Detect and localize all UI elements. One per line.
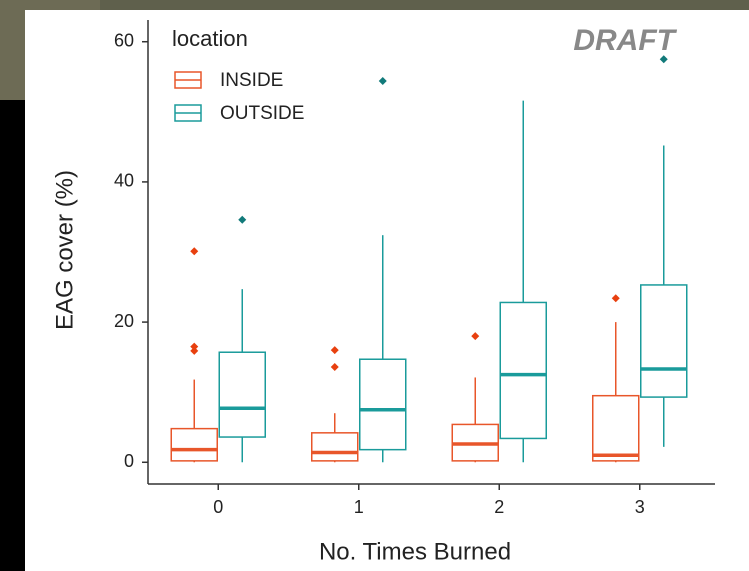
background-photo xyxy=(0,0,749,12)
y-tick-label: 40 xyxy=(114,171,134,191)
outlier xyxy=(238,215,247,224)
box xyxy=(170,427,218,462)
legend-title: location xyxy=(172,26,248,51)
outlier xyxy=(611,294,620,303)
outlier xyxy=(471,332,480,341)
box xyxy=(499,301,547,440)
outlier xyxy=(190,342,199,351)
box xyxy=(640,284,688,398)
x-tick-label: 2 xyxy=(494,497,504,517)
watermark: DRAFT xyxy=(573,24,677,57)
box xyxy=(311,432,359,462)
box xyxy=(359,358,407,451)
outlier xyxy=(330,362,339,371)
y-tick-label: 60 xyxy=(114,30,134,50)
outlier xyxy=(659,55,668,64)
legend-label: INSIDE xyxy=(220,70,283,91)
y-axis-title: EAG cover (%) xyxy=(51,170,78,330)
outlier xyxy=(190,346,199,355)
y-tick-label: 20 xyxy=(114,311,134,331)
x-axis-title: No. Times Burned xyxy=(319,538,511,565)
y-tick-label: 0 xyxy=(124,451,134,471)
chart-panel xyxy=(25,10,749,571)
outlier xyxy=(378,76,387,85)
outlier xyxy=(190,247,199,256)
outlier xyxy=(330,346,339,355)
x-tick-label: 1 xyxy=(354,497,364,517)
legend-label: OUTSIDE xyxy=(220,103,304,124)
x-tick-label: 0 xyxy=(213,497,223,517)
box xyxy=(592,394,640,462)
x-tick-label: 3 xyxy=(635,497,645,517)
box xyxy=(218,351,266,438)
